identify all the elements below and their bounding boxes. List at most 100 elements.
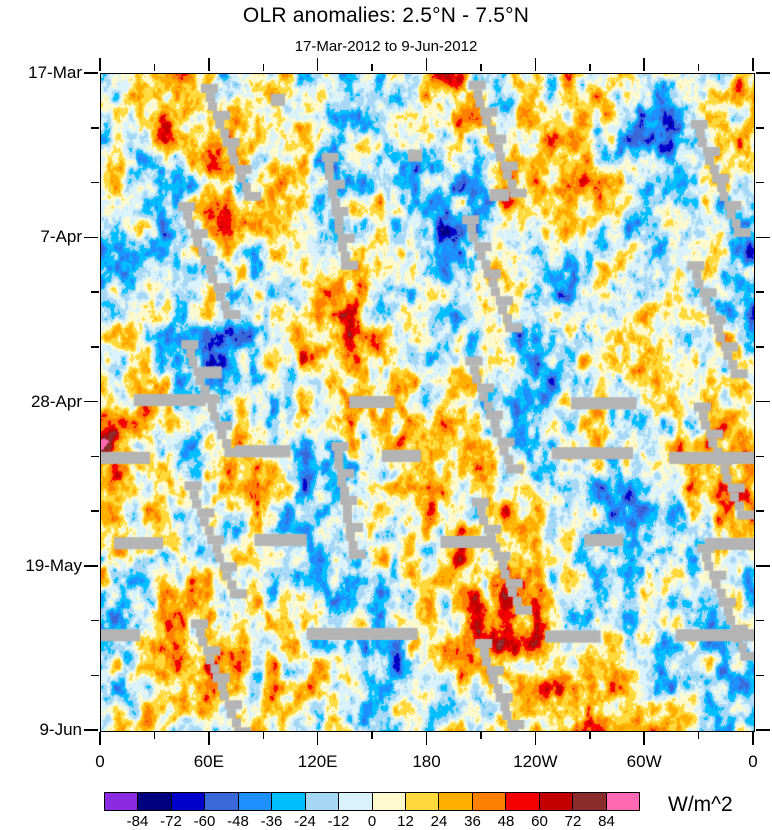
- colorbar-swatch: [305, 793, 340, 810]
- y-minor-tick-right-6: [756, 619, 764, 622]
- x-major-tick-top-3: [425, 58, 428, 71]
- x-minor-tick-1: [262, 732, 264, 739]
- colorbar-swatch: [472, 793, 507, 810]
- colorbar-tick-label: 0: [367, 813, 377, 830]
- colorbar-tick-label: 12: [397, 813, 414, 830]
- y-major-tick-1: [84, 236, 98, 238]
- colorbar-swatch: [506, 793, 540, 810]
- colorbar-tick-label: 84: [598, 813, 615, 830]
- x-major-tick-0: [99, 732, 101, 745]
- colorbar-tick-label: 36: [464, 813, 481, 830]
- y-axis-tick-label: 9-Jun: [39, 720, 82, 739]
- x-major-tick-top-4: [534, 58, 537, 71]
- x-axis-tick-label: 0: [748, 752, 758, 771]
- colorbar-unit-label: W/m^2: [668, 793, 733, 816]
- colorbar-tick-label: 24: [430, 813, 448, 830]
- x-minor-tick-top-1: [262, 64, 264, 71]
- x-major-tick-4: [534, 732, 537, 745]
- page-subtitle: 17-Mar-2012 to 9-Jun-2012: [294, 38, 478, 55]
- x-major-tick-1: [208, 732, 210, 745]
- colorbar: [104, 792, 640, 811]
- y-minor-tick-5: [91, 510, 99, 512]
- x-major-tick-top-1: [208, 58, 210, 71]
- colorbar-tick-label: 60: [531, 813, 548, 830]
- page-title: OLR anomalies: 2.5°N - 7.5°N: [242, 4, 530, 27]
- x-axis-tick-label: 120E: [297, 752, 338, 771]
- x-major-tick-2: [316, 732, 319, 745]
- colorbar-swatch: [171, 793, 206, 810]
- y-minor-tick-right-1: [756, 181, 764, 184]
- x-minor-tick-top-5: [697, 64, 700, 71]
- y-axis-tick-label: 7-Apr: [40, 227, 82, 247]
- x-axis-tick-label: 0: [95, 752, 105, 771]
- y-major-tick-2: [84, 400, 98, 403]
- y-axis-tick-label: 28-Apr: [30, 391, 82, 411]
- colorbar-swatch: [138, 793, 172, 810]
- x-major-tick-top-0: [99, 58, 101, 71]
- y-minor-tick-2: [91, 291, 99, 293]
- colorbar-tick-label: -84: [126, 813, 149, 830]
- x-minor-tick-0: [153, 732, 156, 739]
- colorbar-tick-label: 72: [564, 813, 582, 830]
- y-minor-tick-7: [91, 674, 99, 676]
- x-axis-tick-label: 60W: [626, 752, 662, 771]
- y-axis-tick-label: 19-May: [25, 555, 82, 575]
- y-minor-tick-1: [91, 181, 99, 184]
- x-major-tick-3: [425, 732, 428, 745]
- y-minor-tick-right-3: [756, 346, 764, 348]
- x-major-tick-top-2: [316, 58, 319, 71]
- x-axis-tick-label: 180: [412, 752, 441, 771]
- colorbar-swatch: [339, 793, 373, 810]
- colorbar-tick-label: -48: [227, 813, 249, 830]
- x-major-tick-top-6: [752, 58, 754, 71]
- colorbar-tick-label: -72: [160, 813, 182, 830]
- colorbar-tick-label: -24: [294, 813, 316, 830]
- x-axis-tick-label: 120W: [513, 752, 558, 771]
- y-axis-tick-label: 17-Mar: [28, 63, 82, 82]
- colorbar-swatch: [405, 793, 440, 810]
- x-minor-tick-top-2: [371, 64, 373, 71]
- colorbar-tick-label: -12: [327, 813, 350, 830]
- x-minor-tick-top-3: [480, 64, 482, 71]
- y-minor-tick-right-5: [756, 510, 764, 512]
- x-minor-tick-2: [371, 732, 373, 739]
- x-major-tick-6: [752, 732, 754, 745]
- y-minor-tick-right-2: [756, 291, 764, 293]
- colorbar-tick-label: -60: [193, 813, 216, 830]
- colorbar-swatch: [205, 793, 239, 810]
- colorbar-swatch: [573, 793, 607, 810]
- colorbar-swatch: [272, 793, 306, 810]
- y-minor-tick-6: [91, 619, 99, 622]
- y-major-tick-right-1: [756, 236, 770, 238]
- y-major-tick-right-2: [756, 400, 770, 403]
- y-minor-tick-3: [91, 346, 99, 348]
- y-major-tick-0: [84, 72, 98, 74]
- x-minor-tick-top-0: [153, 64, 156, 71]
- y-minor-tick-0: [91, 127, 99, 129]
- hovmoller-plot-area: [100, 73, 755, 732]
- x-minor-tick-top-4: [589, 64, 591, 71]
- colorbar-tick-label: -36: [260, 813, 283, 830]
- colorbar-tick-label: 48: [497, 813, 515, 830]
- colorbar-swatch: [606, 793, 639, 810]
- colorbar-swatch: [439, 793, 473, 810]
- colorbar-swatch: [372, 793, 406, 810]
- y-major-tick-4: [84, 729, 98, 731]
- y-major-tick-right-4: [756, 729, 770, 731]
- colorbar-swatch: [238, 793, 273, 810]
- y-minor-tick-right-0: [756, 127, 764, 129]
- colorbar-swatch: [539, 793, 574, 810]
- y-major-tick-3: [84, 565, 98, 567]
- x-minor-tick-4: [589, 732, 591, 739]
- y-minor-tick-4: [91, 455, 99, 457]
- x-minor-tick-5: [697, 732, 700, 739]
- x-major-tick-top-5: [643, 58, 645, 71]
- y-minor-tick-right-7: [756, 674, 764, 676]
- x-axis-tick-label: 60E: [193, 752, 224, 771]
- y-major-tick-right-0: [756, 72, 770, 74]
- y-major-tick-right-3: [756, 565, 770, 567]
- x-major-tick-5: [643, 732, 645, 745]
- y-minor-tick-right-4: [756, 455, 764, 457]
- missing-data-overlay: [101, 74, 754, 731]
